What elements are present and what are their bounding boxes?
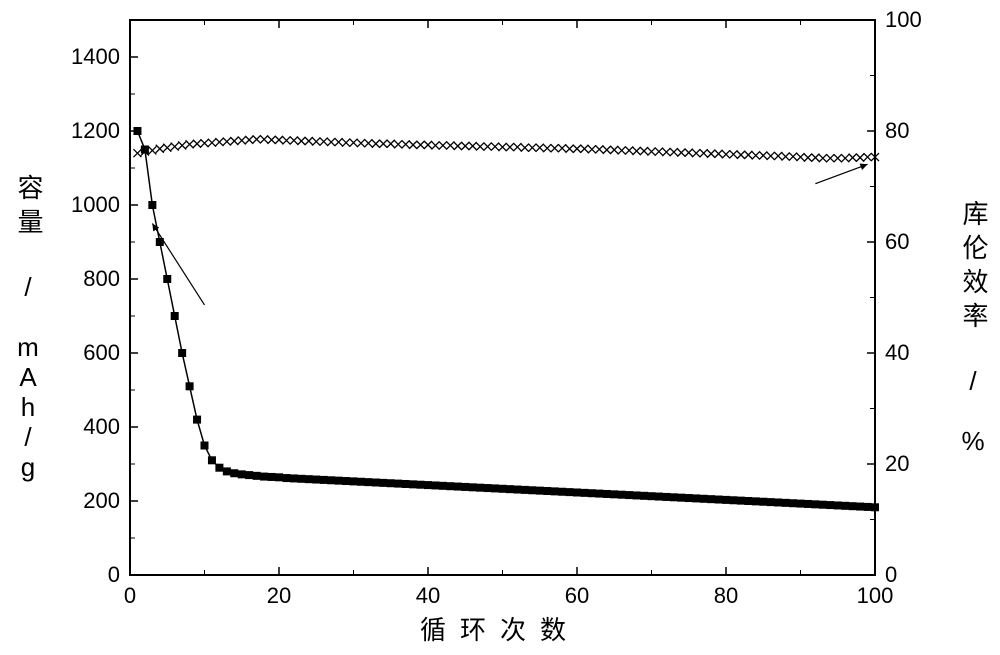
svg-text:20: 20 xyxy=(885,451,909,476)
svg-text:0: 0 xyxy=(885,562,897,587)
svg-text:600: 600 xyxy=(83,340,120,365)
x-axis-label: 循环次数 xyxy=(420,610,580,647)
y-left-label-cn: 容量 xyxy=(14,174,43,242)
svg-text:200: 200 xyxy=(83,488,120,513)
svg-text:40: 40 xyxy=(416,583,440,608)
svg-text:20: 20 xyxy=(267,583,291,608)
svg-text:0: 0 xyxy=(124,583,136,608)
svg-text:1200: 1200 xyxy=(71,118,120,143)
svg-text:40: 40 xyxy=(885,340,909,365)
svg-text:80: 80 xyxy=(885,118,909,143)
y-left-label-unit: / mAh/g xyxy=(13,242,43,482)
chart-container: 0204060801000200400600800100012001400020… xyxy=(0,0,1000,655)
svg-text:400: 400 xyxy=(83,414,120,439)
svg-text:0: 0 xyxy=(108,562,120,587)
svg-text:800: 800 xyxy=(83,266,120,291)
svg-text:80: 80 xyxy=(714,583,738,608)
svg-text:60: 60 xyxy=(565,583,589,608)
svg-text:1000: 1000 xyxy=(71,192,120,217)
svg-text:100: 100 xyxy=(885,7,922,32)
svg-text:60: 60 xyxy=(885,229,909,254)
y-left-axis-label: 容量 / mAh/g xyxy=(10,174,47,482)
y-right-axis-label: 库伦效率 / % xyxy=(955,200,992,456)
y-right-label-cn: 库伦效率 xyxy=(959,200,988,336)
y-right-label-unit: / % xyxy=(958,336,988,456)
dual-axis-chart: 0204060801000200400600800100012001400020… xyxy=(0,0,1000,655)
svg-text:1400: 1400 xyxy=(71,44,120,69)
